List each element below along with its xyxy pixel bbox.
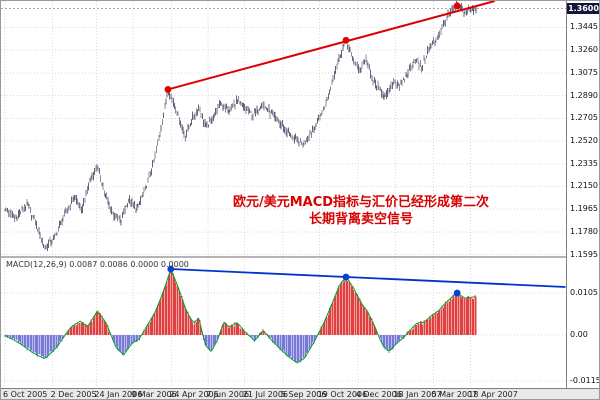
- current-price-badge: 1.3600: [567, 3, 599, 15]
- time-axis-label: 4 Dec 2006: [355, 390, 402, 399]
- price-axis-label: 1.2520: [570, 136, 598, 146]
- price-axis-label: 1.1965: [570, 204, 598, 214]
- time-axis-label: 2 Dec 2005: [50, 390, 97, 399]
- price-axis-label: 1.2335: [570, 158, 598, 168]
- price-axis-label: 1.1595: [570, 249, 598, 259]
- macd-axis-label: 0.0105: [570, 288, 598, 297]
- price-axis-label: 1.3260: [570, 45, 598, 55]
- macd-axis-label: -0.0115: [570, 376, 600, 385]
- time-axis-label: 7 Jun 2006: [206, 390, 250, 399]
- time-axis-label: 5 Sep 2006: [280, 390, 327, 399]
- time-axis-label: 19 Oct 2006: [317, 390, 368, 399]
- macd-indicator-label: MACD(12,26,9) 0.0087 0.0086 0.0000 0.000…: [6, 260, 189, 269]
- price-axis-label: 1.2150: [570, 181, 598, 191]
- price-axis-label: 1.2705: [570, 113, 598, 123]
- time-axis-label: 21 Jul 2006: [242, 390, 289, 399]
- macd-axis-label: 0.00: [570, 330, 588, 339]
- time-axis[interactable]: 6 Oct 2005 2 Dec 2005 24 Jan 2006 9 Mar 200…: [1, 388, 599, 399]
- time-axis-label: 5 Mar 2007: [431, 390, 478, 399]
- panel-splitter[interactable]: [1, 256, 599, 258]
- time-axis-label: 24 Jan 2006: [94, 390, 143, 399]
- price-axis-label: 1.1780: [570, 226, 598, 236]
- time-axis-label: 18 Jan 2007: [393, 390, 442, 399]
- time-axis-label: 6 Oct 2005: [3, 390, 48, 399]
- price-axis-label: 1.3445: [570, 22, 598, 32]
- annotation-line-2: 长期背离卖空信号: [308, 212, 413, 227]
- price-axis-label: 1.2890: [570, 90, 598, 100]
- price-axis-label: 1.3075: [570, 67, 598, 77]
- annotation-line-1: 欧元/美元MACD指标与汇价已经形成第二次: [232, 195, 490, 210]
- time-axis-label: 18 Apr 2007: [468, 390, 518, 399]
- time-axis-label: 24 Apr 2006: [169, 390, 219, 399]
- annotation-text: 欧元/美元MACD指标与汇价已经形成第二次 长期背离卖空信号: [161, 194, 561, 228]
- time-axis-label: 9 Mar 2006: [131, 390, 177, 399]
- price-axis[interactable]: 1.3600 1.3445 1.3260 1.3075 1.2890 1.2705 1.2…: [566, 1, 600, 390]
